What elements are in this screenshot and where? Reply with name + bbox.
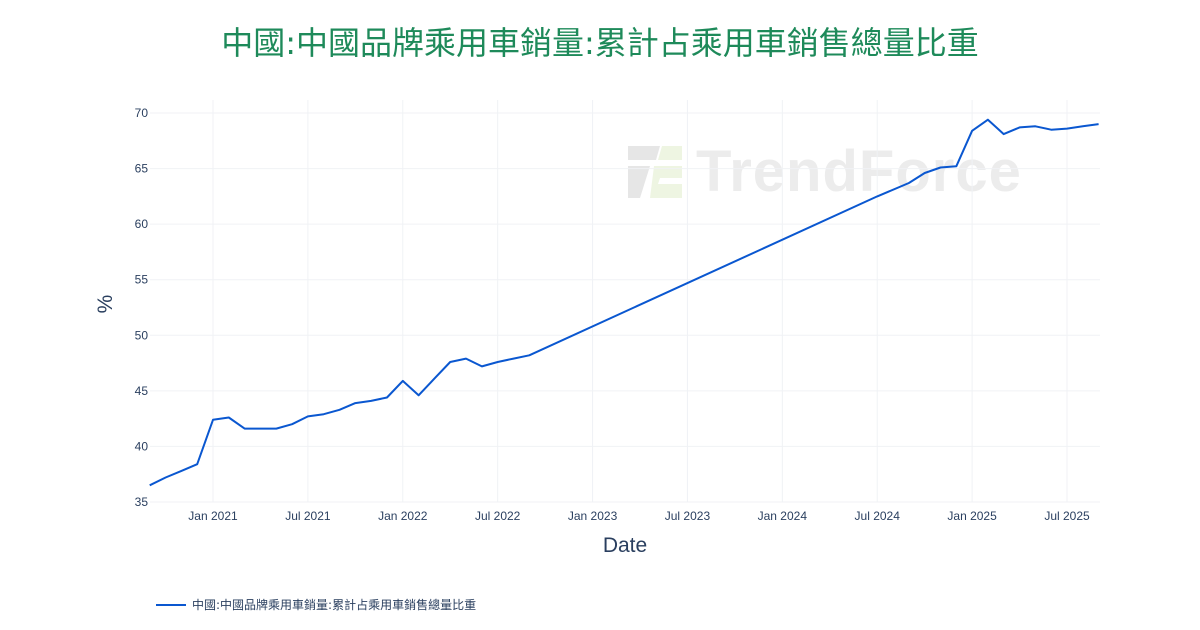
y-tick-label: 55 xyxy=(135,273,149,287)
y-tick-label: 50 xyxy=(135,328,149,342)
x-axis-ticks: Jan 2021 Jul 2021 Jan 2022 Jul 2022 Jan 2023… xyxy=(188,509,1090,523)
y-axis-ticks: 35 40 45 50 55 60 65 70 xyxy=(135,106,149,509)
series-line xyxy=(149,118,1099,487)
y-tick-label: 60 xyxy=(135,217,149,231)
x-axis-title: Date xyxy=(603,534,647,557)
y-tick-label: 70 xyxy=(135,106,149,120)
x-tick-label: Jan 2022 xyxy=(378,509,428,523)
chart-title: 中國:中國品牌乘用車銷量:累計占乘用車銷售總量比重 xyxy=(221,24,979,62)
legend-line-swatch xyxy=(156,603,186,606)
x-tick-label: Jan 2025 xyxy=(947,509,997,523)
y-tick-label: 65 xyxy=(135,162,149,176)
x-tick-label: Jan 2024 xyxy=(758,509,808,523)
legend[interactable]: 中國:中國品牌乘用車銷量:累計占乘用車銷售總量比重 xyxy=(156,596,476,613)
gridlines xyxy=(150,100,1100,503)
y-tick-label: 45 xyxy=(135,384,149,398)
y-tick-label: 35 xyxy=(135,495,149,509)
x-tick-label: Jan 2023 xyxy=(568,509,618,523)
x-tick-label: Jul 2021 xyxy=(285,509,331,523)
y-axis-title: % xyxy=(94,295,117,314)
x-tick-label: Jan 2021 xyxy=(188,509,238,523)
x-tick-label: Jul 2023 xyxy=(665,509,711,523)
x-tick-label: Jul 2022 xyxy=(475,509,521,523)
legend-label: 中國:中國品牌乘用車銷量:累計占乘用車銷售總量比重 xyxy=(192,598,477,612)
x-tick-label: Jul 2024 xyxy=(855,509,901,523)
y-tick-label: 40 xyxy=(135,439,149,453)
x-tick-label: Jul 2025 xyxy=(1044,509,1090,523)
